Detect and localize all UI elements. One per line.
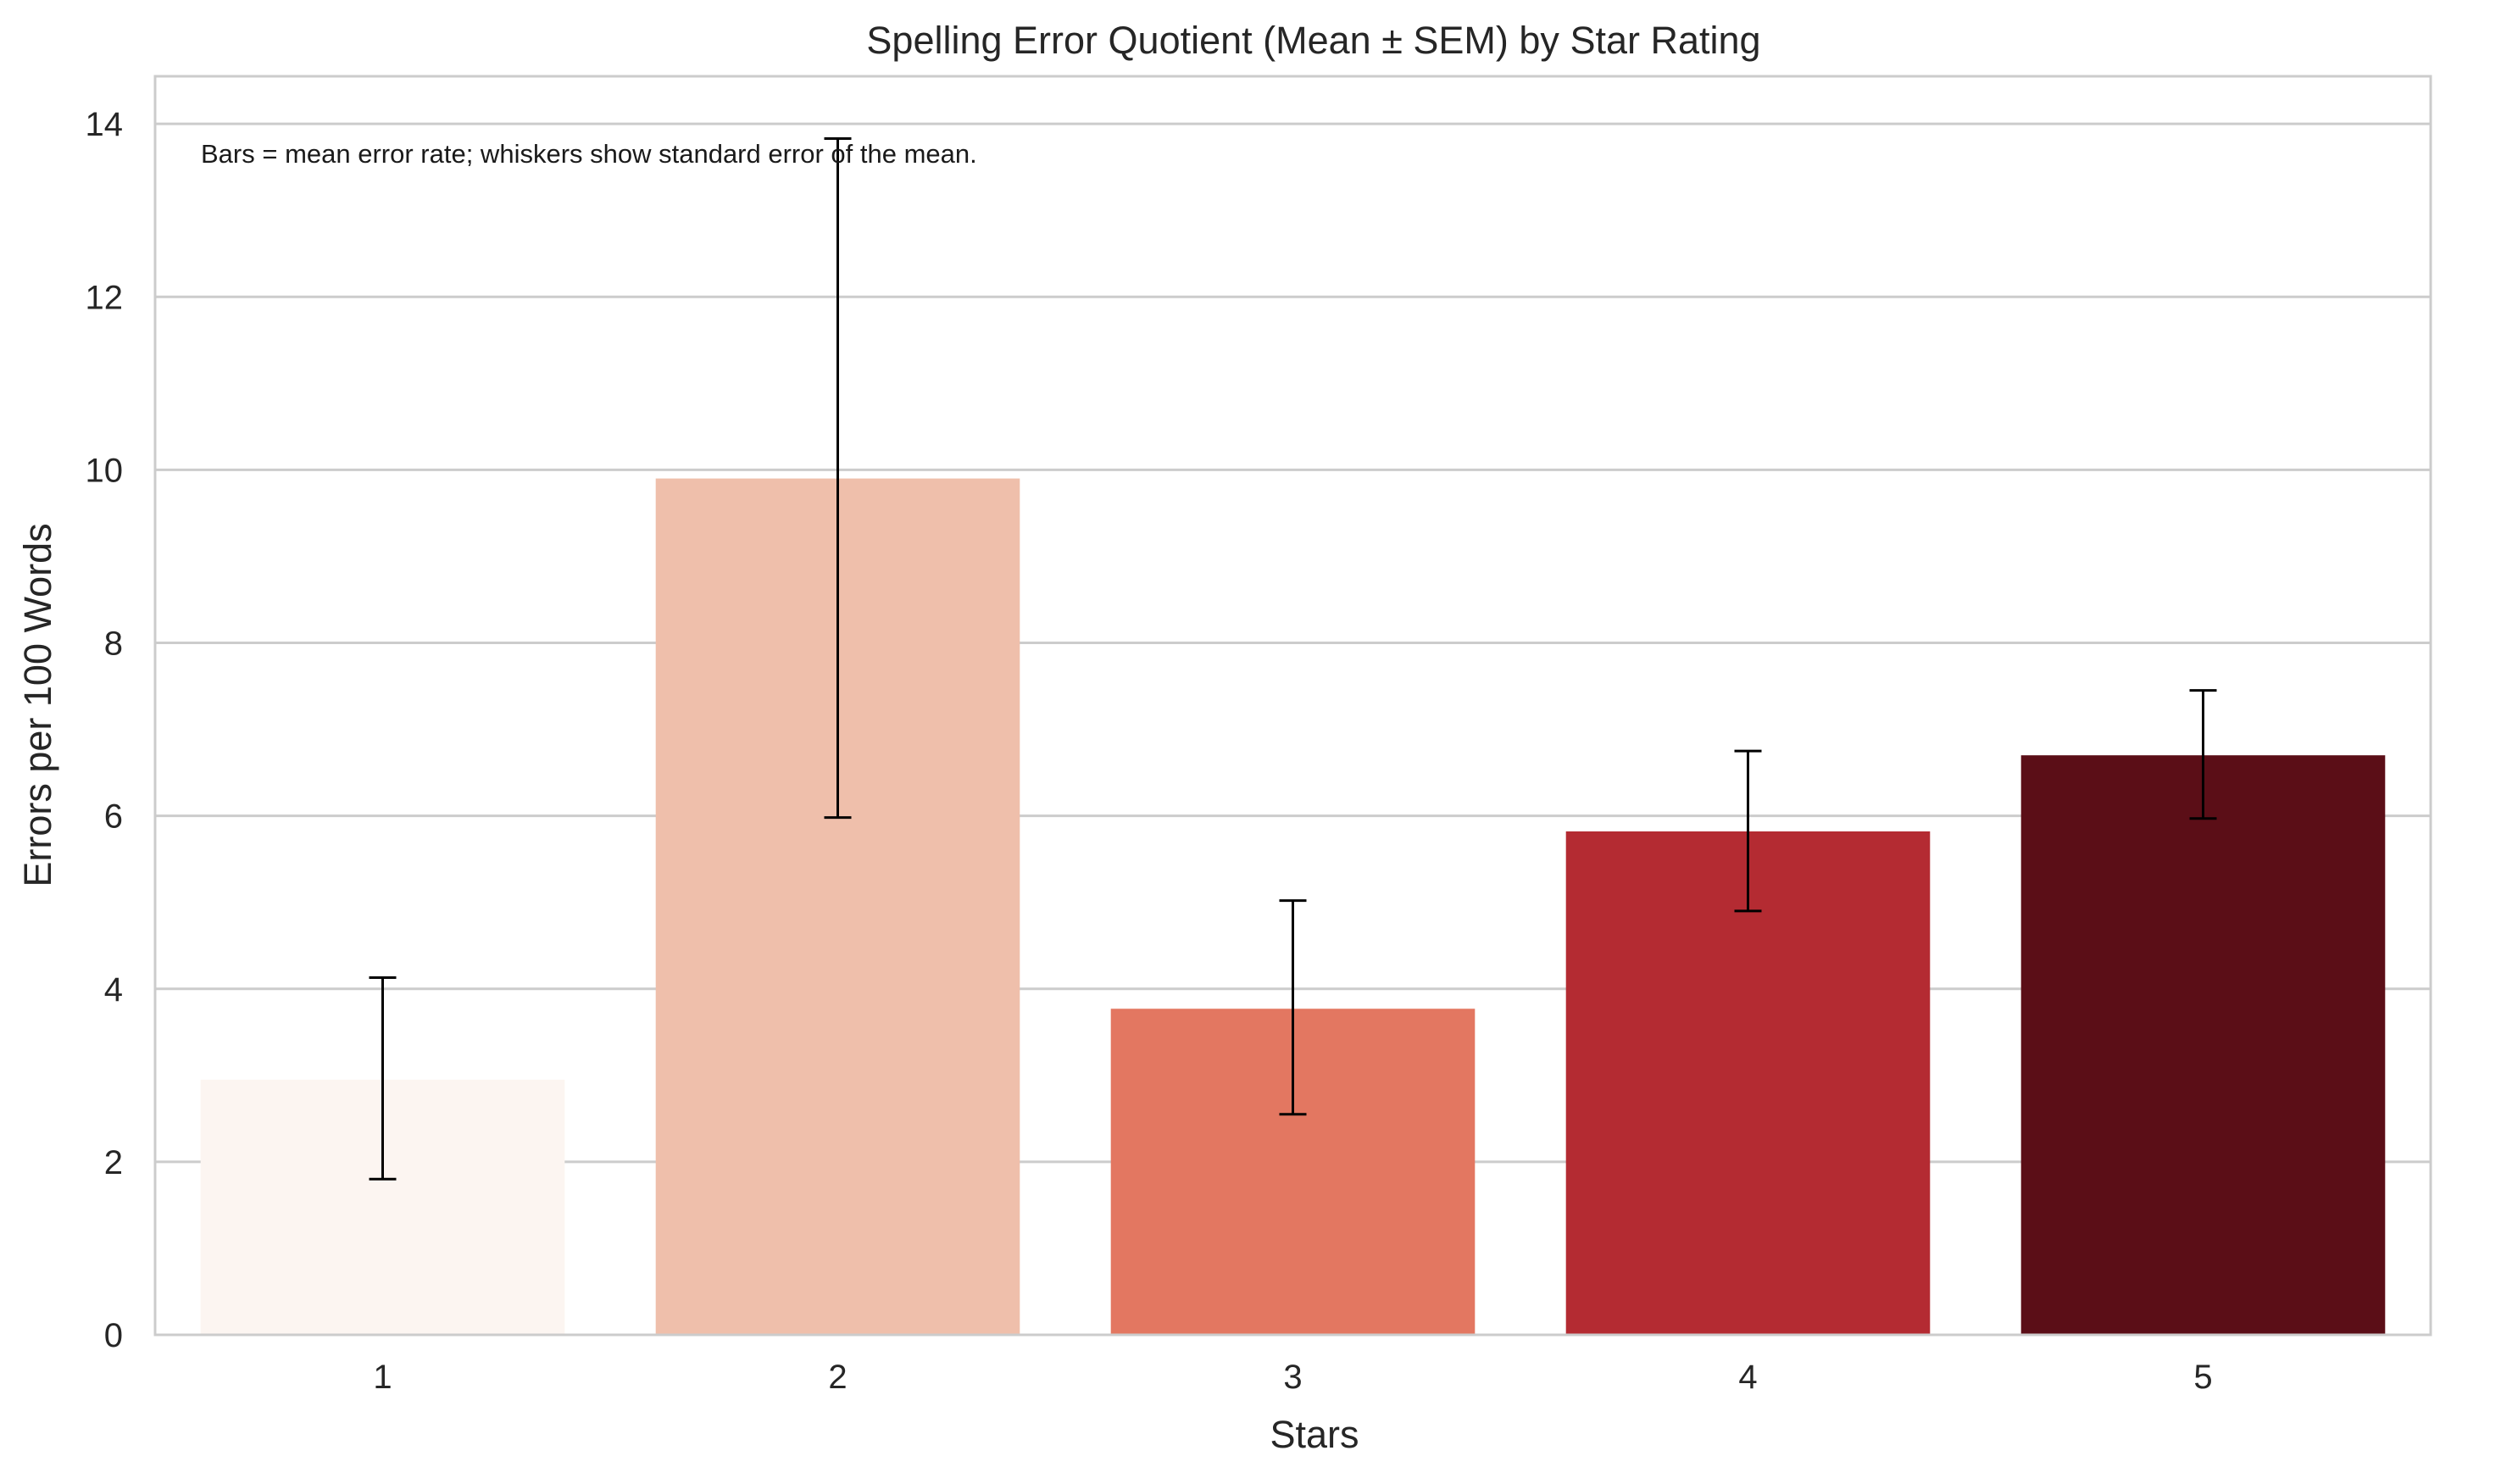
x-tick-label: 1 — [373, 1359, 392, 1396]
plot-frame — [153, 75, 2432, 1337]
y-tick-label: 14 — [86, 106, 124, 143]
y-tick-label: 12 — [86, 279, 124, 316]
y-tick-label: 0 — [104, 1317, 123, 1354]
x-tick-labels: 1 2 3 4 5 — [373, 1359, 2212, 1396]
y-tick-label: 8 — [104, 625, 123, 663]
y-tick-label: 6 — [104, 798, 123, 836]
bar — [2020, 755, 2386, 1335]
y-tick-label: 10 — [86, 452, 124, 489]
y-tick-label: 4 — [104, 971, 123, 1009]
chart-title: Spelling Error Quotient (Mean ± SEM) by … — [866, 19, 1760, 62]
y-axis-label: Errors per 100 Words — [16, 523, 59, 887]
x-tick-label: 5 — [2193, 1359, 2212, 1396]
chart-annotation: Bars = mean error rate; whiskers show st… — [201, 139, 977, 169]
x-tick-label: 2 — [828, 1359, 847, 1396]
error-bars — [369, 136, 2217, 1181]
x-tick-label: 4 — [1738, 1359, 1757, 1396]
y-tick-labels: 0 2 4 6 8 10 12 14 — [86, 106, 124, 1354]
bar — [1565, 831, 1931, 1335]
x-tick-label: 3 — [1283, 1359, 1302, 1396]
bars — [200, 478, 2386, 1335]
y-tick-label: 2 — [104, 1144, 123, 1181]
x-axis-label: Stars — [1270, 1413, 1359, 1456]
